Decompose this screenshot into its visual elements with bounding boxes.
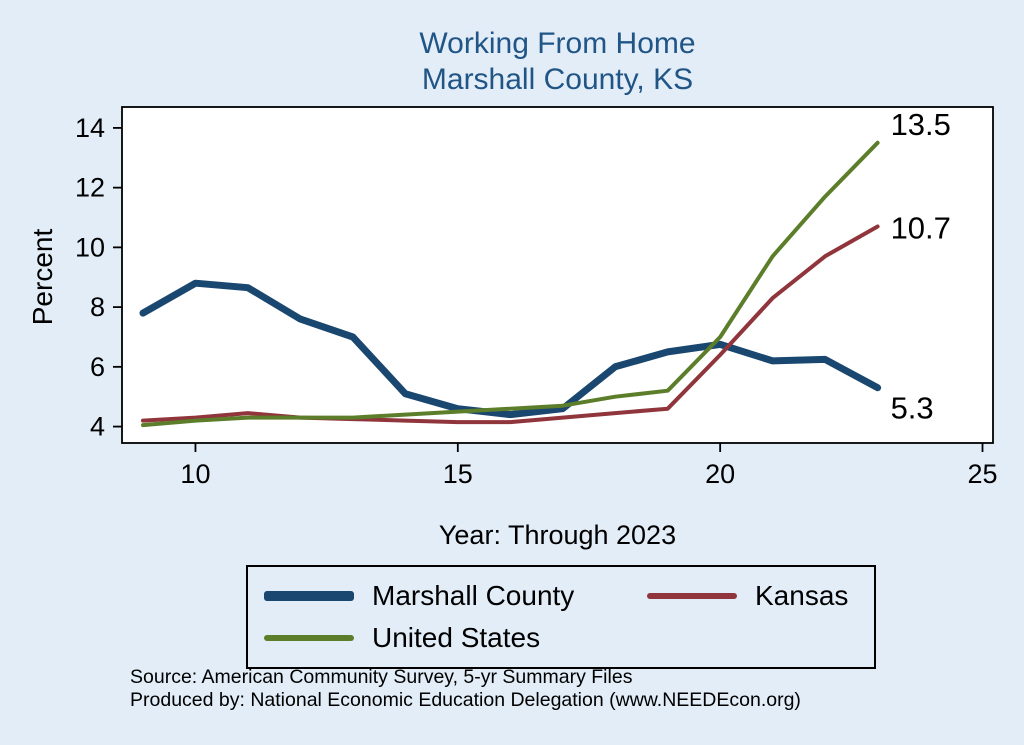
plot-area — [121, 106, 994, 444]
y-axis-title: Percent — [27, 228, 58, 326]
series-line-marshall-county — [139, 279, 882, 419]
source-block: Source: American Community Survey, 5-yr … — [130, 666, 801, 712]
x-tick-label: 25 — [967, 459, 997, 489]
legend-entry-united-states: United States — [264, 621, 647, 655]
x-tick-label: 20 — [705, 459, 735, 489]
x-tick-label: 15 — [443, 459, 473, 489]
end-label-marshall-county: 5.3 — [891, 391, 934, 426]
chart-title-line1: Working From Home — [419, 27, 696, 60]
legend-swatch-united-states — [264, 635, 354, 641]
end-label-united-states: 13.5 — [891, 107, 951, 142]
series-line-kansas — [141, 224, 880, 425]
source-line1: Source: American Community Survey, 5-yr … — [130, 666, 633, 688]
legend-label-marshall-county: Marshall County — [372, 580, 575, 611]
legend: Marshall County Kansas United States — [246, 565, 876, 669]
x-axis-title: Year: Through 2023 — [438, 520, 677, 550]
legend-swatch-kansas — [647, 593, 737, 599]
y-tick-label: 10 — [75, 232, 105, 262]
y-tick-label: 12 — [75, 173, 105, 203]
legend-label-kansas: Kansas — [755, 580, 849, 611]
chart-title: Working From Home Marshall County, KS — [122, 26, 993, 98]
end-label-kansas: 10.7 — [891, 210, 951, 245]
y-tick-label: 4 — [90, 412, 105, 442]
legend-entry-marshall-county: Marshall County — [264, 579, 647, 613]
legend-swatch-marshall-county — [264, 591, 354, 601]
y-tick-label: 8 — [90, 292, 105, 322]
y-tick-label: 14 — [75, 113, 105, 143]
series-line-united-states — [141, 140, 880, 428]
chart-title-line2: Marshall County, KS — [421, 63, 694, 96]
source-line2: Produced by: National Economic Education… — [130, 689, 801, 711]
y-tick-label: 6 — [90, 352, 105, 382]
x-tick-label: 10 — [180, 459, 210, 489]
legend-entry-kansas: Kansas — [647, 579, 848, 613]
legend-label-united-states: United States — [372, 622, 541, 653]
